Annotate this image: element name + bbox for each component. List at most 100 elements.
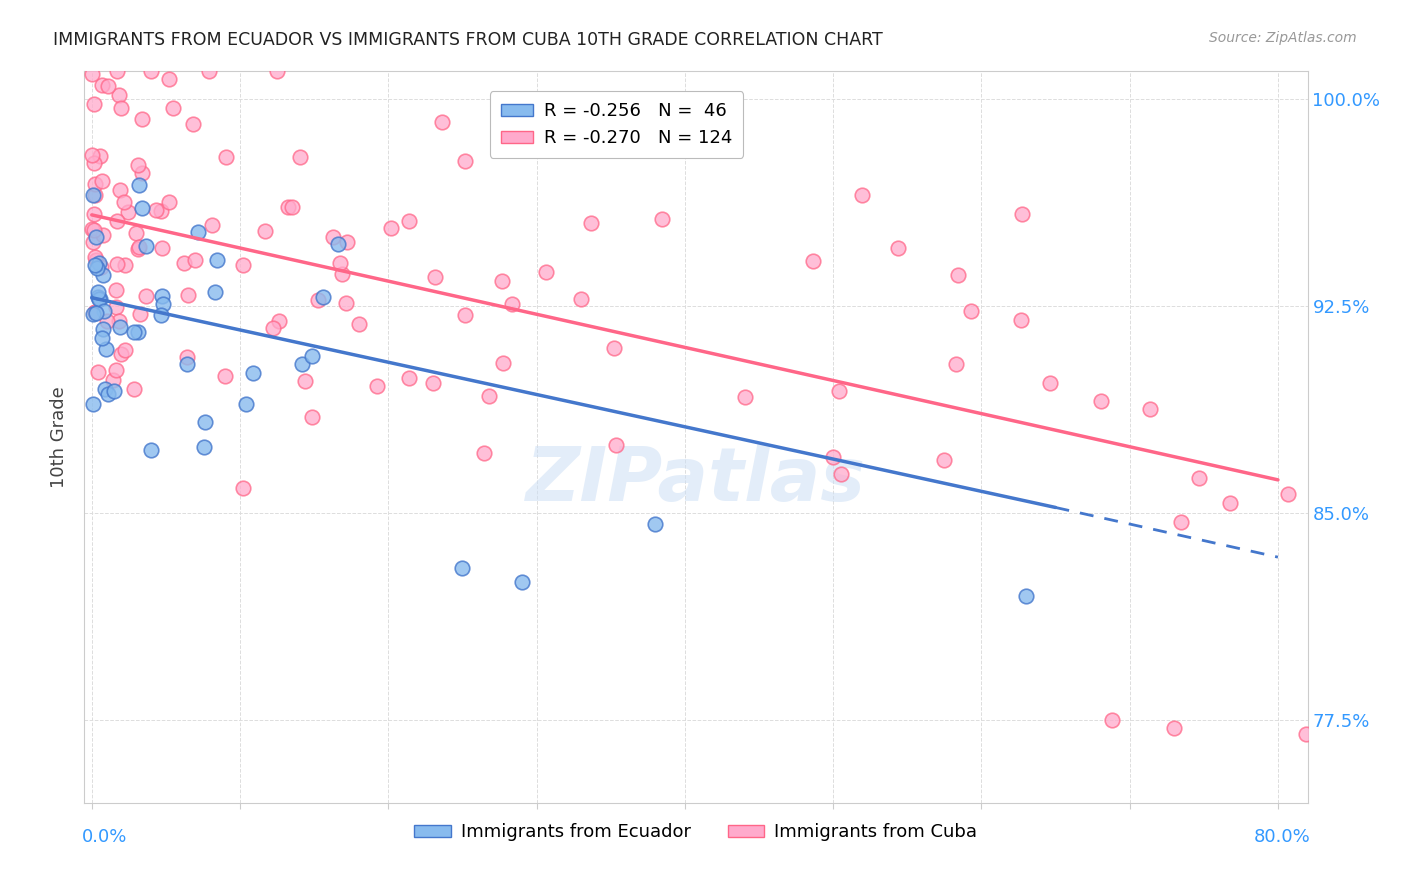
Point (232, 258, 254, 272)
Point (451, 561, 474, 575)
Point (83, 223, 105, 237)
Point (1187, 471, 1209, 485)
Point (94, 382, 117, 396)
Point (89, 256, 111, 270)
Point (91, 321, 114, 335)
Point (828, 384, 851, 399)
Point (84, 305, 107, 319)
Point (145, 202, 167, 217)
Point (139, 64, 162, 78)
Text: 0.0%: 0.0% (82, 828, 127, 846)
Point (91, 227, 114, 242)
Point (84, 305, 107, 319)
Point (603, 341, 626, 355)
Point (82, 148, 104, 162)
Point (734, 390, 756, 404)
Point (329, 256, 352, 270)
Point (201, 218, 224, 232)
Point (254, 225, 277, 239)
Point (84, 229, 107, 244)
Point (91, 174, 114, 188)
Point (103, 384, 125, 398)
Point (183, 117, 205, 131)
Point (262, 321, 284, 335)
Point (84, 253, 107, 268)
Point (291, 357, 314, 371)
Point (474, 445, 496, 459)
Point (242, 366, 264, 380)
Point (131, 112, 153, 126)
Point (887, 241, 910, 255)
Point (83, 207, 105, 221)
Legend: Immigrants from Ecuador, Immigrants from Cuba: Immigrants from Ecuador, Immigrants from… (408, 816, 984, 848)
Point (149, 309, 172, 323)
Point (946, 268, 969, 282)
Point (127, 326, 149, 340)
Point (117, 205, 139, 219)
Point (97, 79, 120, 94)
Point (114, 343, 136, 358)
Point (830, 467, 852, 481)
Point (398, 371, 420, 385)
Point (108, 314, 131, 328)
Point (336, 235, 359, 249)
Point (425, 269, 447, 284)
Point (184, 252, 207, 267)
Point (83, 251, 105, 265)
Point (84, 258, 107, 272)
Point (128, 240, 150, 254)
Point (139, 442, 162, 457)
Point (157, 194, 180, 209)
Point (89, 149, 111, 163)
Point (176, 357, 198, 371)
Point (82, 235, 104, 249)
Point (157, 72, 180, 87)
Point (89, 293, 111, 307)
Point (135, 289, 157, 303)
Point (1039, 376, 1062, 391)
Point (288, 150, 311, 164)
Point (322, 230, 344, 244)
Point (105, 257, 128, 271)
Point (934, 452, 956, 467)
Point (105, 213, 128, 227)
Point (127, 158, 149, 172)
Point (945, 357, 967, 371)
Point (127, 243, 149, 257)
Point (131, 202, 153, 216)
Point (104, 363, 127, 377)
Point (277, 200, 299, 214)
Point (110, 183, 132, 197)
Point (84, 178, 107, 192)
Point (1219, 496, 1241, 510)
Point (651, 212, 673, 227)
Point (380, 221, 402, 235)
Text: IMMIGRANTS FROM ECUADOR VS IMMIGRANTS FROM CUBA 10TH GRADE CORRELATION CHART: IMMIGRANTS FROM ECUADOR VS IMMIGRANTS FR… (53, 31, 883, 49)
Point (96, 314, 118, 328)
Point (82, 67, 104, 81)
Point (107, 88, 129, 103)
Point (491, 274, 513, 288)
Point (176, 350, 198, 364)
Point (90, 78, 112, 92)
Point (87, 290, 110, 304)
Point (1015, 589, 1038, 603)
Point (150, 289, 173, 303)
Point (83, 97, 105, 112)
Point (128, 178, 150, 192)
Point (110, 101, 132, 115)
Point (330, 267, 353, 281)
Point (366, 378, 388, 392)
Point (152, 297, 174, 311)
Point (534, 265, 557, 279)
Point (131, 166, 153, 180)
Point (851, 187, 873, 202)
Point (301, 350, 323, 364)
Point (1101, 713, 1123, 727)
Point (205, 252, 228, 267)
Point (104, 300, 127, 314)
Point (959, 304, 981, 318)
Point (454, 308, 477, 322)
Point (214, 368, 236, 383)
Point (96, 342, 118, 356)
